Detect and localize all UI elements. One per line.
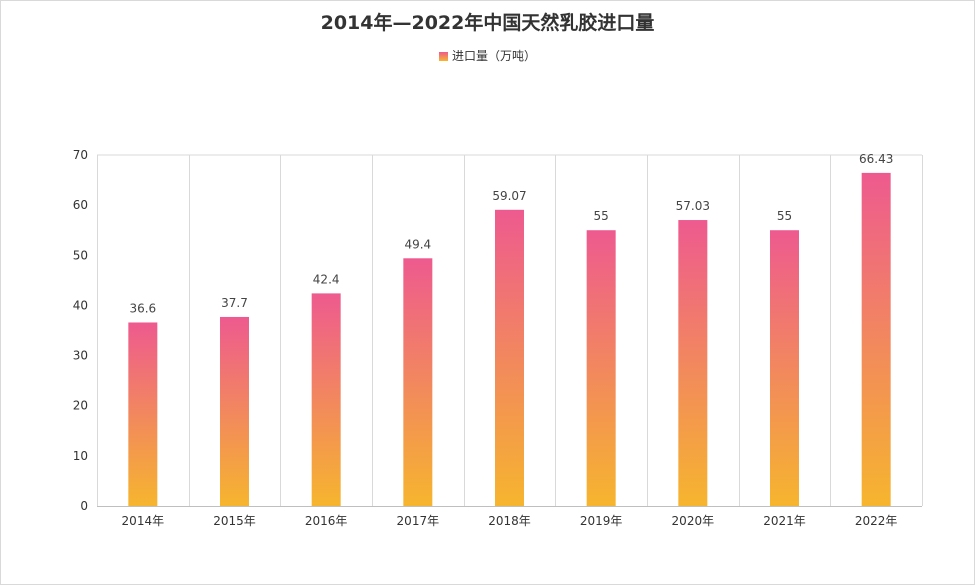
data-label: 42.4 [313,272,340,286]
y-tick-label: 50 [73,248,88,262]
x-tick-label: 2017年 [397,514,440,528]
bar [311,293,341,506]
data-label: 37.7 [221,296,248,310]
x-tick-label: 2019年 [580,514,623,528]
y-tick-label: 40 [73,298,88,312]
y-tick-label: 70 [73,148,88,162]
y-tick-label: 30 [73,349,88,363]
data-label: 36.6 [129,301,156,315]
bar [586,230,616,506]
x-tick-label: 2020年 [672,514,715,528]
axis-layer: 0 10 20 30 40 50 60 70 2014年 2015年 2016年 2017年 2018年… [73,148,922,528]
data-label: 49.4 [404,237,431,251]
bar [403,258,433,506]
bar [128,322,158,506]
data-label: 66.43 [859,152,893,166]
x-tick-label: 2014年 [122,514,165,528]
legend-label: 进口量（万吨） [451,49,536,63]
chart-title: 2014年—2022年中国天然乳胶进口量 [320,12,655,34]
label-layer: 36.6 37.7 42.4 49.4 59.07 55 57.03 55 66.43 [129,152,893,316]
x-tick-label: 2016年 [305,514,348,528]
data-label: 57.03 [676,199,710,213]
y-tick-label: 20 [73,399,88,413]
data-label: 55 [777,209,792,223]
bar [861,172,891,506]
bar [678,220,708,506]
data-label: 55 [594,209,609,223]
x-tick-label: 2018年 [488,514,531,528]
legend-swatch [438,52,448,61]
x-tick-label: 2022年 [855,514,898,528]
data-label: 59.07 [492,189,526,203]
bar-layer [128,172,891,506]
grid-layer [97,154,923,506]
y-tick-label: 60 [73,198,88,212]
x-tick-label: 2015年 [213,514,256,528]
y-tick-label: 0 [80,499,88,513]
legend[interactable]: 进口量（万吨） [0,47,975,64]
y-tick-label: 10 [73,449,88,463]
x-tick-label: 2021年 [763,514,806,528]
bar [220,316,249,506]
bar [495,209,524,506]
bar [770,230,799,506]
